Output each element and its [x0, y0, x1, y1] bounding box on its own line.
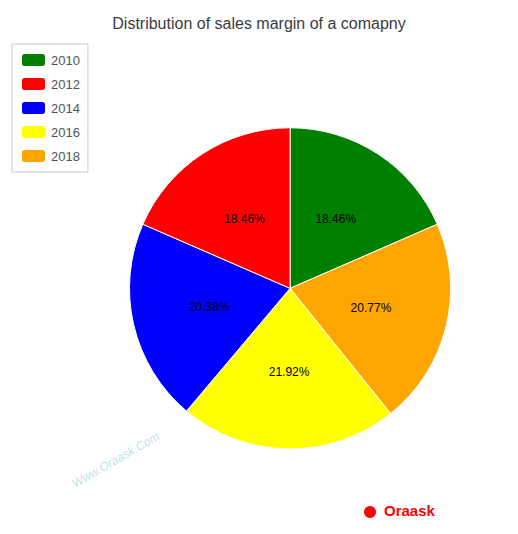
svg-text:2010: 2010 [51, 53, 80, 68]
svg-text:2016: 2016 [51, 125, 80, 140]
svg-text:18.46%: 18.46% [315, 212, 356, 226]
svg-text:2014: 2014 [51, 101, 80, 116]
svg-text:2018: 2018 [51, 149, 80, 164]
svg-text:20.77%: 20.77% [351, 301, 392, 315]
svg-text:2012: 2012 [51, 77, 80, 92]
svg-text:18.46%: 18.46% [224, 212, 265, 226]
svg-text:20.38%: 20.38% [189, 300, 230, 314]
svg-text:Oraask: Oraask [384, 502, 436, 519]
svg-text:21.92%: 21.92% [269, 365, 310, 379]
svg-text:Distribution of sales margin o: Distribution of sales margin of a comapn… [112, 15, 405, 32]
svg-text:Www.Oraask.Com: Www.Oraask.Com [69, 429, 161, 490]
